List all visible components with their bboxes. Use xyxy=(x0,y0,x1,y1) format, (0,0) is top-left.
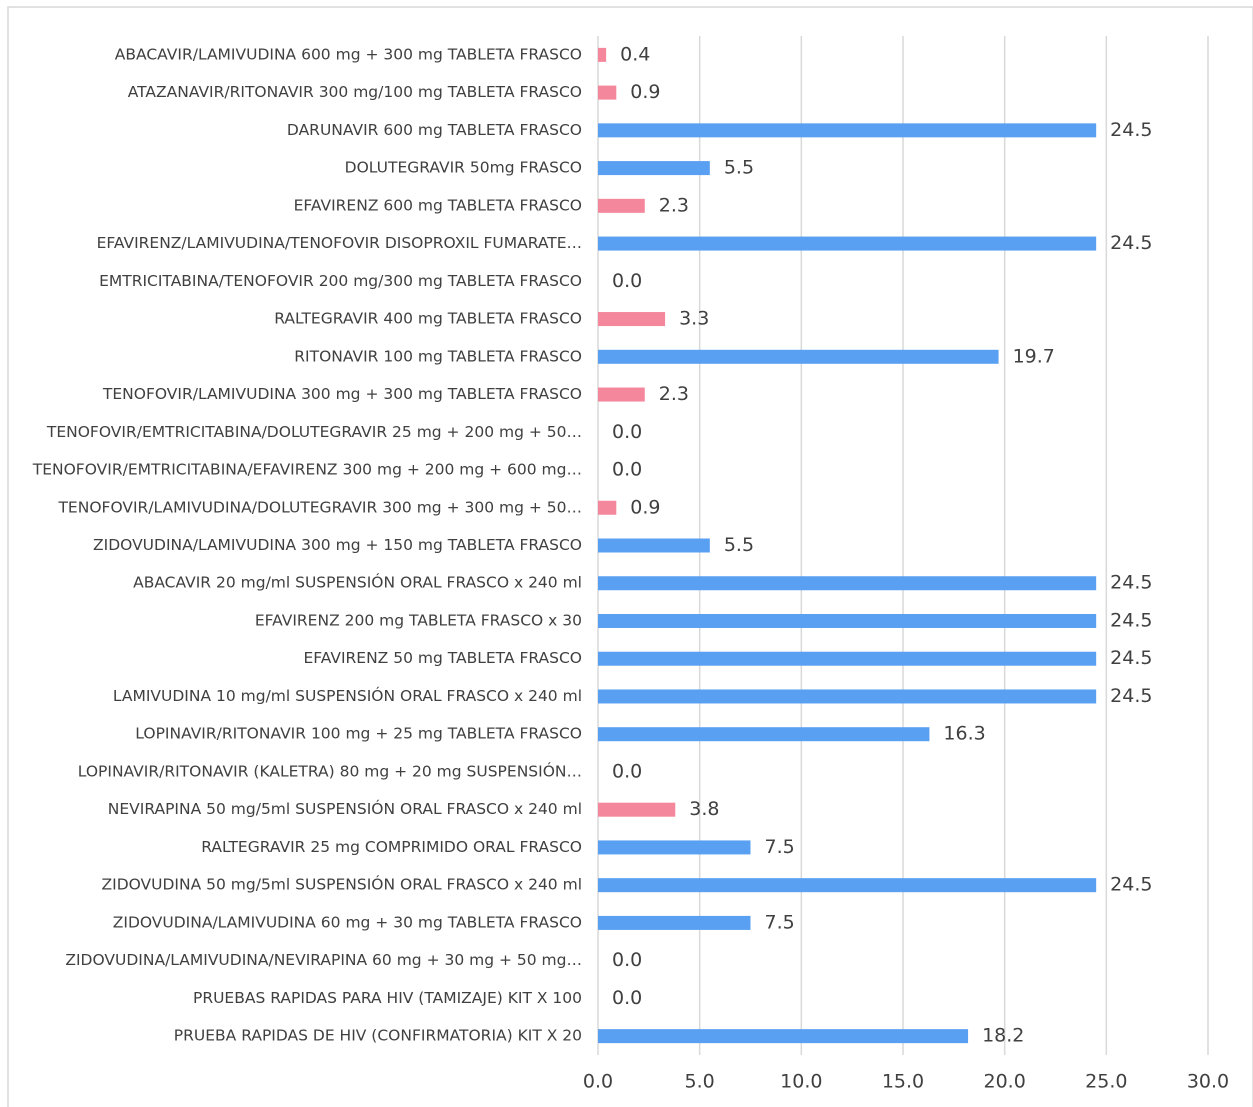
bar xyxy=(598,689,1097,704)
category-label: RALTEGRAVIR 400 mg TABLETA FRASCO xyxy=(274,310,582,328)
bar xyxy=(598,576,1097,591)
category-label: LOPINAVIR/RITONAVIR 100 mg + 25 mg TABLE… xyxy=(135,725,582,743)
bar xyxy=(598,500,617,515)
value-label: 24.5 xyxy=(1110,572,1152,594)
bar xyxy=(598,236,1097,251)
value-label: 19.7 xyxy=(1013,345,1055,367)
value-label: 0.0 xyxy=(612,760,642,782)
category-label: LAMIVUDINA 10 mg/ml SUSPENSIÓN ORAL FRAS… xyxy=(113,686,582,705)
value-label: 24.5 xyxy=(1110,685,1152,707)
value-label: 3.8 xyxy=(689,798,719,820)
value-label: 3.3 xyxy=(679,308,709,330)
category-label: ZIDOVUDINA/LAMIVUDINA 300 mg + 150 mg TA… xyxy=(93,536,582,554)
bar xyxy=(598,878,1097,893)
bar xyxy=(598,840,751,855)
bar xyxy=(598,312,666,327)
x-tick-label: 15.0 xyxy=(882,1071,924,1093)
value-label: 24.5 xyxy=(1110,647,1152,669)
category-label: EMTRICITABINA/TENOFOVIR 200 mg/300 mg TA… xyxy=(99,272,582,290)
value-label: 5.5 xyxy=(724,157,754,179)
category-label: PRUEBA RAPIDAS DE HIV (CONFIRMATORIA) KI… xyxy=(174,1027,582,1045)
category-label: TENOFOVIR/LAMIVUDINA 300 mg + 300 mg TAB… xyxy=(102,385,582,403)
value-label: 0.0 xyxy=(612,949,642,971)
value-label: 0.0 xyxy=(612,459,642,481)
bar xyxy=(598,161,710,176)
category-label: ZIDOVUDINA 50 mg/5ml SUSPENSIÓN ORAL FRA… xyxy=(102,875,583,894)
category-label: EFAVIRENZ 50 mg TABLETA FRASCO xyxy=(303,649,582,667)
category-label: EFAVIRENZ 200 mg TABLETA FRASCO x 30 xyxy=(255,611,582,629)
value-label: 7.5 xyxy=(765,836,795,858)
value-label: 24.5 xyxy=(1110,119,1152,141)
x-tick-label: 10.0 xyxy=(780,1071,822,1093)
value-label: 24.5 xyxy=(1110,232,1152,254)
category-label: NEVIRAPINA 50 mg/5ml SUSPENSIÓN ORAL FRA… xyxy=(108,799,582,818)
x-tick-label: 0.0 xyxy=(583,1071,613,1093)
value-label: 24.5 xyxy=(1110,609,1152,631)
value-label: 16.3 xyxy=(943,723,985,745)
value-label: 24.5 xyxy=(1110,874,1152,896)
category-label: DOLUTEGRAVIR 50mg FRASCO xyxy=(345,159,582,177)
category-label: RALTEGRAVIR 25 mg COMPRIMIDO ORAL FRASCO xyxy=(201,838,582,856)
bar xyxy=(598,198,645,213)
bar xyxy=(598,387,645,402)
category-label: EFAVIRENZ/LAMIVUDINA/TENOFOVIR DISOPROXI… xyxy=(97,234,582,252)
category-label: PRUEBAS RAPIDAS PARA HIV (TAMIZAJE) KIT … xyxy=(193,989,582,1007)
bar xyxy=(598,727,930,742)
category-label: DARUNAVIR 600 mg TABLETA FRASCO xyxy=(287,121,582,139)
value-label: 18.2 xyxy=(982,1025,1024,1047)
x-tick-label: 25.0 xyxy=(1085,1071,1127,1093)
bar xyxy=(598,349,999,364)
category-label: TENOFOVIR/LAMIVUDINA/DOLUTEGRAVIR 300 mg… xyxy=(57,498,582,516)
value-label: 7.5 xyxy=(765,911,795,933)
x-tick-label: 5.0 xyxy=(685,1071,715,1093)
chart-frame xyxy=(7,6,1253,1107)
bar xyxy=(598,802,676,817)
bar xyxy=(598,651,1097,666)
value-label: 0.0 xyxy=(612,421,642,443)
category-label: TENOFOVIR/EMTRICITABINA/DOLUTEGRAVIR 25 … xyxy=(46,423,582,441)
category-label: ZIDOVUDINA/LAMIVUDINA 60 mg + 30 mg TABL… xyxy=(113,913,582,931)
category-label: ABACAVIR/LAMIVUDINA 600 mg + 300 mg TABL… xyxy=(115,45,582,63)
category-label: LOPINAVIR/RITONAVIR (KALETRA) 80 mg + 20… xyxy=(78,761,582,780)
value-label: 0.0 xyxy=(612,987,642,1009)
value-label: 0.0 xyxy=(612,270,642,292)
value-label: 0.9 xyxy=(630,81,660,103)
bar xyxy=(598,538,710,553)
category-label: ABACAVIR 20 mg/ml SUSPENSIÓN ORAL FRASCO… xyxy=(133,573,582,592)
category-label: ZIDOVUDINA/LAMIVUDINA/NEVIRAPINA 60 mg +… xyxy=(65,951,582,969)
x-tick-label: 20.0 xyxy=(984,1071,1026,1093)
value-label: 0.4 xyxy=(620,43,650,65)
category-label: TENOFOVIR/EMTRICITABINA/EFAVIRENZ 300 mg… xyxy=(32,461,582,479)
value-label: 2.3 xyxy=(659,194,689,216)
value-label: 0.9 xyxy=(630,496,660,518)
bar xyxy=(598,85,617,100)
category-label: ATAZANAVIR/RITONAVIR 300 mg/100 mg TABLE… xyxy=(128,83,582,101)
category-label: EFAVIRENZ 600 mg TABLETA FRASCO xyxy=(294,196,582,214)
bar xyxy=(598,613,1097,628)
bar xyxy=(598,1029,969,1044)
value-label: 2.3 xyxy=(659,383,689,405)
bar xyxy=(598,47,607,62)
bar xyxy=(598,915,751,930)
x-tick-label: 30.0 xyxy=(1187,1071,1229,1093)
category-label: RITONAVIR 100 mg TABLETA FRASCO xyxy=(294,347,582,365)
bar xyxy=(598,123,1097,138)
value-label: 5.5 xyxy=(724,534,754,556)
